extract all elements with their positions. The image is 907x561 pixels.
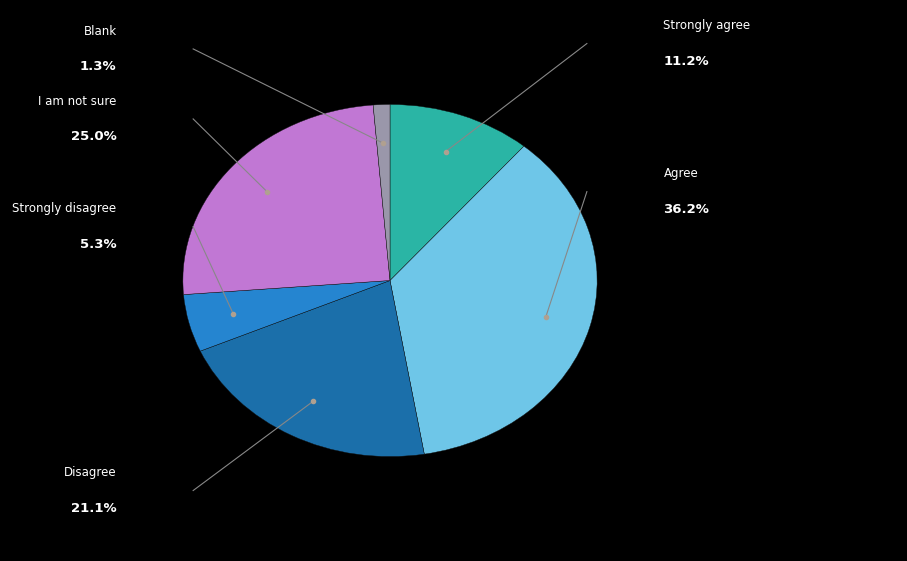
- Text: 1.3%: 1.3%: [80, 61, 117, 73]
- Text: 5.3%: 5.3%: [80, 238, 117, 251]
- Text: Blank: Blank: [83, 25, 117, 38]
- Text: 21.1%: 21.1%: [71, 502, 117, 515]
- Wedge shape: [183, 280, 390, 351]
- Wedge shape: [373, 104, 390, 280]
- Wedge shape: [200, 280, 424, 457]
- Text: Agree: Agree: [663, 167, 698, 180]
- Text: 25.0%: 25.0%: [71, 130, 117, 143]
- Text: 36.2%: 36.2%: [663, 203, 709, 216]
- Wedge shape: [390, 146, 597, 454]
- Text: Strongly disagree: Strongly disagree: [13, 203, 117, 215]
- Text: Disagree: Disagree: [64, 466, 117, 479]
- Wedge shape: [183, 105, 390, 295]
- Text: I am not sure: I am not sure: [38, 95, 117, 108]
- Text: 11.2%: 11.2%: [663, 55, 709, 68]
- Wedge shape: [390, 104, 524, 280]
- Text: Strongly agree: Strongly agree: [663, 19, 751, 32]
